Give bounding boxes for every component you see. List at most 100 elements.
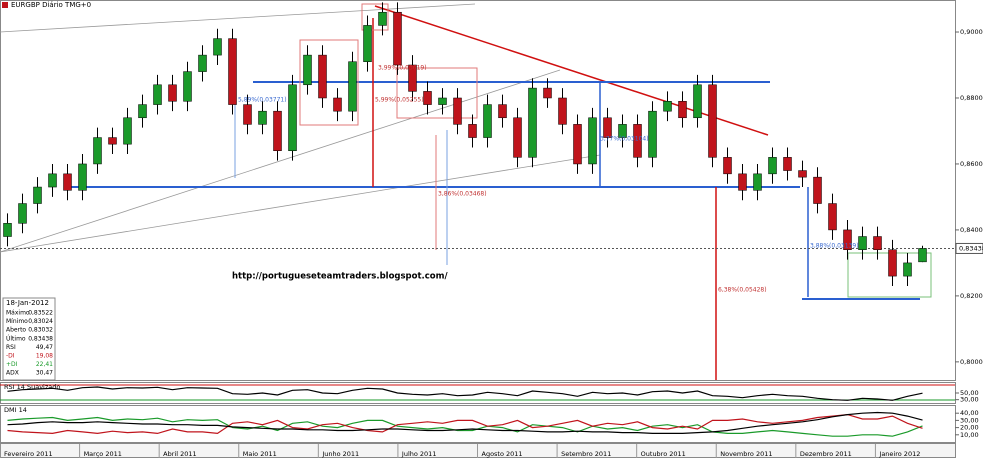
candle-body [228,38,237,105]
info-label: Aberto [6,327,26,334]
candle-body [918,248,927,263]
candle-body [768,157,777,175]
indicator-line [7,386,923,401]
candle-body [543,87,552,99]
indicator-line [7,413,923,435]
info-date: 18-Jan-2012 [6,299,49,307]
candle-body [468,124,477,138]
annotation: 3,86%(0,03468) [438,191,487,198]
candle-body [33,186,42,204]
y-tick-label: 50,00 [960,389,979,397]
month-label: Dezembro 2011 [800,450,852,458]
trendline [0,3,476,33]
y-tick-label: 30,00 [960,396,979,404]
candle-body [333,97,342,112]
candle-body [3,223,12,237]
candle-body [63,173,72,191]
box [361,3,389,31]
candle-body [123,117,132,145]
candle-body [318,54,327,99]
pane-title: RSI 14 Suavizado [4,383,60,391]
candle-body [558,97,567,125]
month-label: Setembro 2011 [561,450,611,458]
candle-body [858,236,867,250]
info-label: Mínimo [6,318,28,325]
candle-body [168,84,177,102]
resistance-line [374,5,769,136]
annotation: 3,77%(0,03104) [600,136,649,143]
candle-body [843,229,852,250]
dmi-pane [0,405,956,443]
info-value: 49,47 [36,344,53,351]
indicator-line [7,416,923,437]
candle-body [378,11,387,26]
candle-body [663,101,672,112]
candle-body [618,124,627,138]
month-label: Fevereiro 2011 [4,450,53,458]
drawings [0,3,955,401]
info-value: 0,83024 [28,318,53,325]
candle-body [738,173,747,191]
candle-body [438,97,447,105]
candle-body [528,87,537,158]
candle-body [573,124,582,165]
candle-body [108,137,117,145]
info-frame [2,297,56,381]
y-tick-label: 20,00 [960,424,979,432]
info-label: +DI [6,361,18,368]
candle-body [588,117,597,165]
candle-body [393,11,402,66]
candle-body [798,170,807,178]
info-value: 19,08 [36,353,53,360]
pane-title: DMI 14 [4,406,27,414]
candle-body [453,97,462,125]
candle-body [633,124,642,158]
annotation: 5,89%(0,03771) [238,97,287,104]
candle-body [93,137,102,165]
box [396,67,478,119]
box [299,39,359,126]
indicator-line [7,411,923,434]
info-value: 30,47 [36,370,53,377]
info-label: Máximo [6,310,30,317]
candle-body [138,104,147,119]
month-label: Novembro 2011 [720,450,772,458]
month-label: Maio 2011 [243,450,277,458]
info-label: RSI [6,344,16,351]
annotation: 3,99%(0,03619) [378,65,427,72]
candle-body [678,101,687,119]
month-label: Outubro 2011 [641,450,686,458]
candle-body [258,110,267,125]
candle-body [498,104,507,119]
last-price-label: 0,83438 [959,244,983,252]
watermark: http://portugueseteamtraders.blogspot.co… [232,272,449,282]
candle-body [273,110,282,152]
info-value: 0,83522 [28,310,53,317]
candle-body [78,163,87,191]
month-label: Março 2011 [84,450,122,458]
candle-body [183,71,192,102]
candle-body [483,104,492,138]
month-label: Abril 2011 [163,450,196,458]
info-label: ADX [6,370,19,377]
candle-body [693,84,702,119]
candle-body [603,117,612,138]
last-price-box [955,242,983,254]
candle-body [153,84,162,105]
candle-body [198,54,207,72]
month-label: Agosto 2011 [482,450,523,458]
candle-body [348,61,357,112]
candle-body [828,203,837,231]
annotation: 3,88%(0,03139) [810,243,859,250]
annotation: 5,99%(0,05255) [375,97,424,104]
info-label: -DI [6,353,15,360]
candle-body [48,173,57,188]
